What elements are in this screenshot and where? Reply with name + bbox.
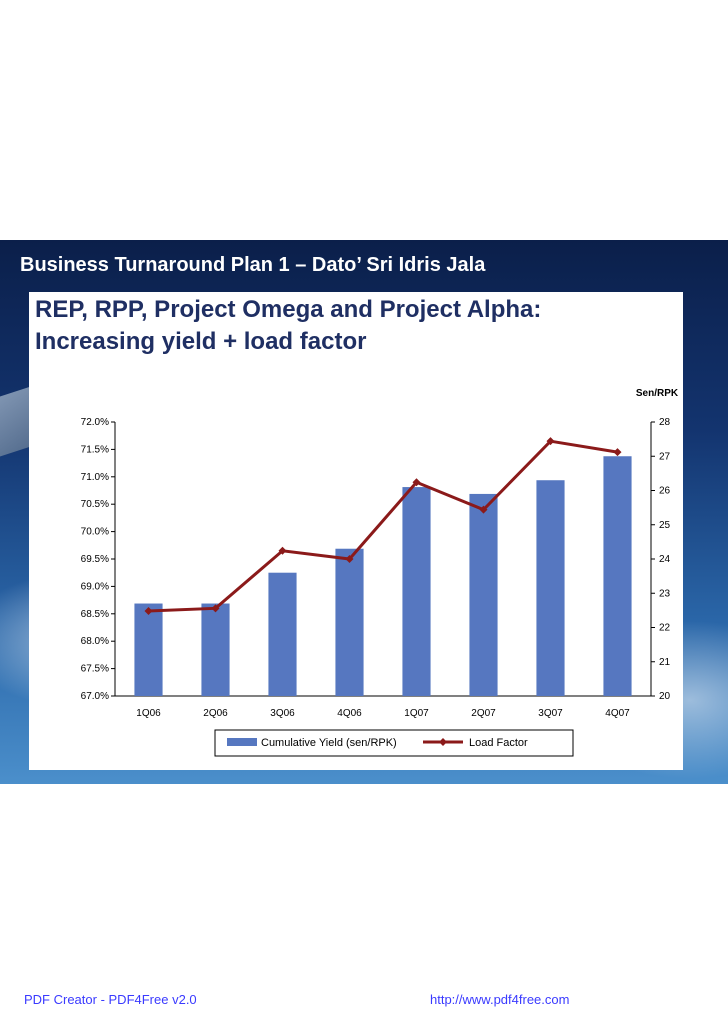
legend-box: [214, 729, 574, 757]
bar-4Q07: [603, 456, 632, 696]
bar-3Q07: [536, 480, 565, 696]
right-tick-label: 28: [659, 417, 671, 428]
right-tick-label: 27: [659, 451, 671, 462]
slide-background: Business Turnaround Plan 1 – Dato’ Sri I…: [0, 240, 728, 784]
chart-title: REP, RPP, Project Omega and Project Alph…: [35, 294, 541, 358]
right-tick-label: 26: [659, 486, 671, 497]
footer-url[interactable]: http://www.pdf4free.com: [430, 992, 570, 1007]
chart-title-line2: Increasing yield + load factor: [35, 328, 367, 355]
x-tick-label: 2Q07: [471, 708, 496, 719]
bar-2Q07: [469, 493, 498, 696]
load-factor-point-3Q06: [278, 546, 287, 555]
load-factor-line: [148, 439, 618, 613]
combo-chart: 72.0% 71.5% 71.0% 70.5% 70.0% 69.5% 69.0% 68.5%…: [81, 388, 679, 757]
left-tick-label: 70.0%: [81, 527, 109, 538]
x-tick-label: 4Q07: [605, 708, 630, 719]
load-factor-point-3Q07: [546, 437, 555, 446]
x-tick-label: 3Q06: [270, 708, 295, 719]
x-tick-label: 2Q06: [203, 708, 228, 719]
x-tick-label: 1Q07: [404, 708, 429, 719]
slide-header: Business Turnaround Plan 1 – Dato’ Sri I…: [20, 254, 486, 276]
load-factor-point-4Q07: [613, 448, 622, 457]
chart-panel: REP, RPP, Project Omega and Project Alph…: [29, 292, 683, 770]
load-factor-point-2Q07: [479, 505, 488, 514]
footer-creator: PDF Creator - PDF4Free v2.0: [24, 992, 197, 1007]
legend-label-yield: Cumulative Yield (sen/RPK): [261, 737, 397, 749]
right-tick-label: 22: [659, 623, 671, 634]
bar-1Q06: [134, 603, 163, 696]
left-tick-label: 68.0%: [81, 636, 109, 647]
right-tick-label: 20: [659, 691, 671, 702]
load-factor-point-4Q06: [345, 555, 354, 563]
x-tick-label: 1Q06: [136, 708, 161, 719]
right-tick-label: 23: [659, 588, 671, 599]
right-tick-label: 25: [659, 520, 671, 531]
chart-title-line1: REP, RPP, Project Omega and Project Alph…: [35, 296, 542, 323]
left-tick-label: 67.5%: [81, 664, 109, 675]
left-tick-label: 67.0%: [81, 691, 109, 702]
x-tick-label: 3Q07: [538, 708, 563, 719]
load-factor-point-2Q06: [211, 604, 220, 613]
bar-1Q07: [402, 487, 431, 696]
bar-4Q06: [335, 548, 364, 696]
left-tick-label: 71.5%: [81, 444, 109, 455]
left-tick-label: 69.0%: [81, 581, 109, 592]
bar-2Q06: [201, 603, 230, 696]
legend-marker-load-factor: [439, 738, 447, 746]
left-tick-label: 72.0%: [81, 417, 109, 428]
right-axis-title: Sen/RPK: [636, 388, 679, 399]
left-tick-label: 68.5%: [81, 609, 109, 620]
bar-3Q06: [268, 572, 297, 696]
legend-swatch-yield: [227, 738, 257, 746]
load-factor-point-1Q07: [412, 478, 421, 487]
left-tick-label: 70.5%: [81, 499, 109, 510]
legend-label-load-factor: Load Factor: [469, 737, 528, 749]
right-tick-label: 24: [659, 554, 671, 565]
x-tick-label: 4Q06: [337, 708, 362, 719]
left-tick-label: 69.5%: [81, 554, 109, 565]
load-factor-point-1Q06: [144, 607, 153, 616]
right-tick-label: 21: [659, 657, 671, 668]
left-tick-label: 71.0%: [81, 472, 109, 483]
